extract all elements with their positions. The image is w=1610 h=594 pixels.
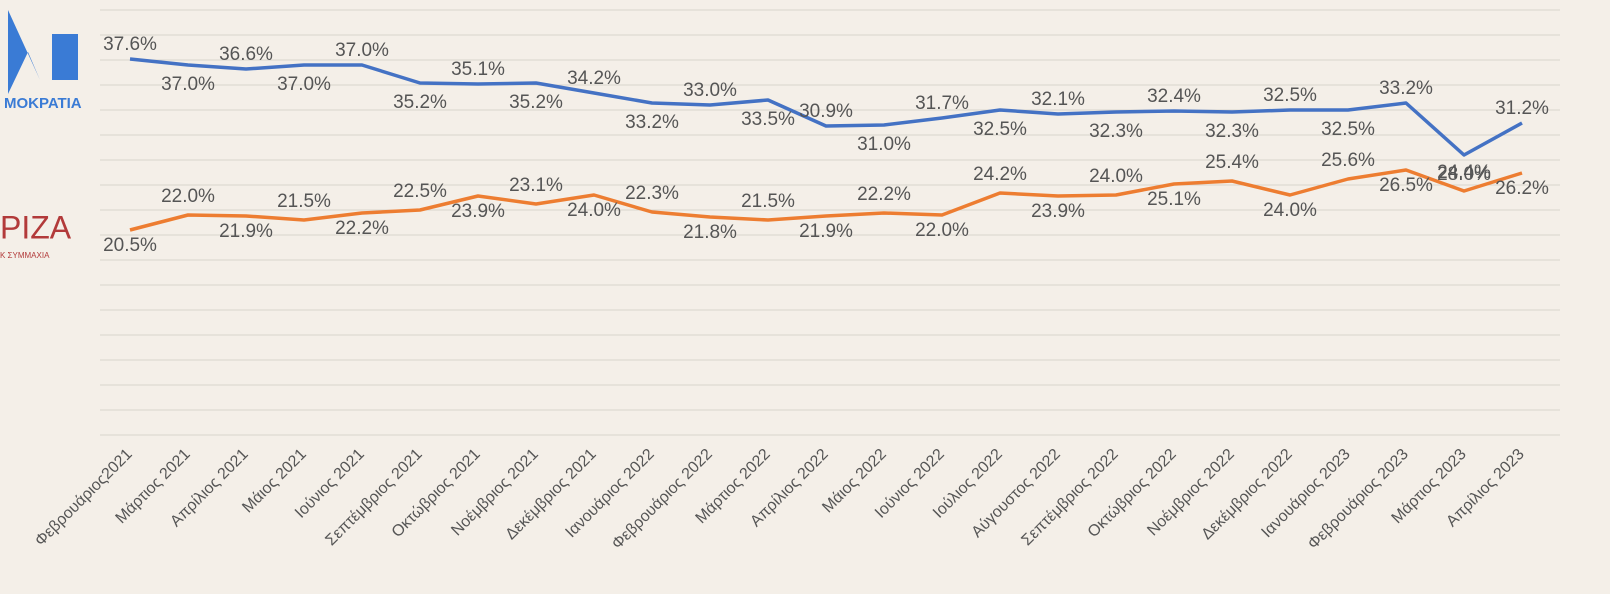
data-label: 23.9%: [1031, 201, 1085, 222]
data-label: 21.5%: [277, 191, 331, 212]
data-label: 37.6%: [103, 34, 157, 55]
data-label: 32.5%: [1321, 119, 1375, 140]
data-label: 21.5%: [741, 191, 795, 212]
data-label: 30.9%: [799, 101, 853, 122]
legend-entry: ΡΙΖΑ: [0, 209, 72, 245]
data-label: 28.0%: [1437, 164, 1491, 185]
legend-entry: ΜΟΚΡΑΤΙΑ: [4, 95, 82, 112]
data-label: 35.2%: [509, 92, 563, 113]
data-label: 33.5%: [741, 109, 795, 130]
data-label: 26.2%: [1495, 178, 1549, 199]
data-label: 22.2%: [335, 218, 389, 239]
data-label: 31.2%: [1495, 98, 1549, 119]
data-label: 23.1%: [509, 175, 563, 196]
data-label: 35.2%: [393, 92, 447, 113]
data-label: 32.4%: [1147, 86, 1201, 107]
data-label: 20.5%: [103, 235, 157, 256]
data-label: 22.5%: [393, 181, 447, 202]
data-label: 22.3%: [625, 183, 679, 204]
data-label: 21.9%: [799, 221, 853, 242]
data-label: 24.2%: [973, 164, 1027, 185]
data-label: 24.0%: [567, 200, 621, 221]
data-label: 37.0%: [335, 40, 389, 61]
data-label: 36.6%: [219, 44, 273, 65]
data-label: 25.1%: [1147, 189, 1201, 210]
data-label: 24.0%: [1089, 166, 1143, 187]
data-label: 25.6%: [1321, 150, 1375, 171]
data-label: 35.1%: [451, 59, 505, 80]
data-label: 21.9%: [219, 221, 273, 242]
data-label: 32.5%: [1263, 85, 1317, 106]
data-label: 22.0%: [915, 220, 969, 241]
data-label: 33.0%: [683, 80, 737, 101]
data-label: 25.4%: [1205, 152, 1259, 173]
data-label: 24.4%: [1437, 162, 1491, 183]
data-label: 37.0%: [277, 74, 331, 95]
series-line: [129, 57, 1523, 157]
data-label: 26.5%: [1379, 175, 1433, 196]
data-label: 37.0%: [161, 74, 215, 95]
logo-subtitle: Κ ΣΥΜΜΑΧΙΑ: [0, 251, 50, 260]
data-label: 24.0%: [1263, 200, 1317, 221]
data-label: 31.0%: [857, 134, 911, 155]
data-label: 22.0%: [161, 186, 215, 207]
series-line: [129, 168, 1523, 232]
data-label: 33.2%: [625, 112, 679, 133]
data-label: 22.2%: [857, 184, 911, 205]
data-label: 32.3%: [1089, 121, 1143, 142]
data-label: 32.5%: [973, 119, 1027, 140]
data-label: 23.9%: [451, 201, 505, 222]
data-label: 33.2%: [1379, 78, 1433, 99]
data-label: 32.1%: [1031, 89, 1085, 110]
data-label: 34.2%: [567, 68, 621, 89]
data-label: 32.3%: [1205, 121, 1259, 142]
data-label: 31.7%: [915, 93, 969, 114]
logo-mark: [8, 10, 78, 94]
data-label: 21.8%: [683, 222, 737, 243]
